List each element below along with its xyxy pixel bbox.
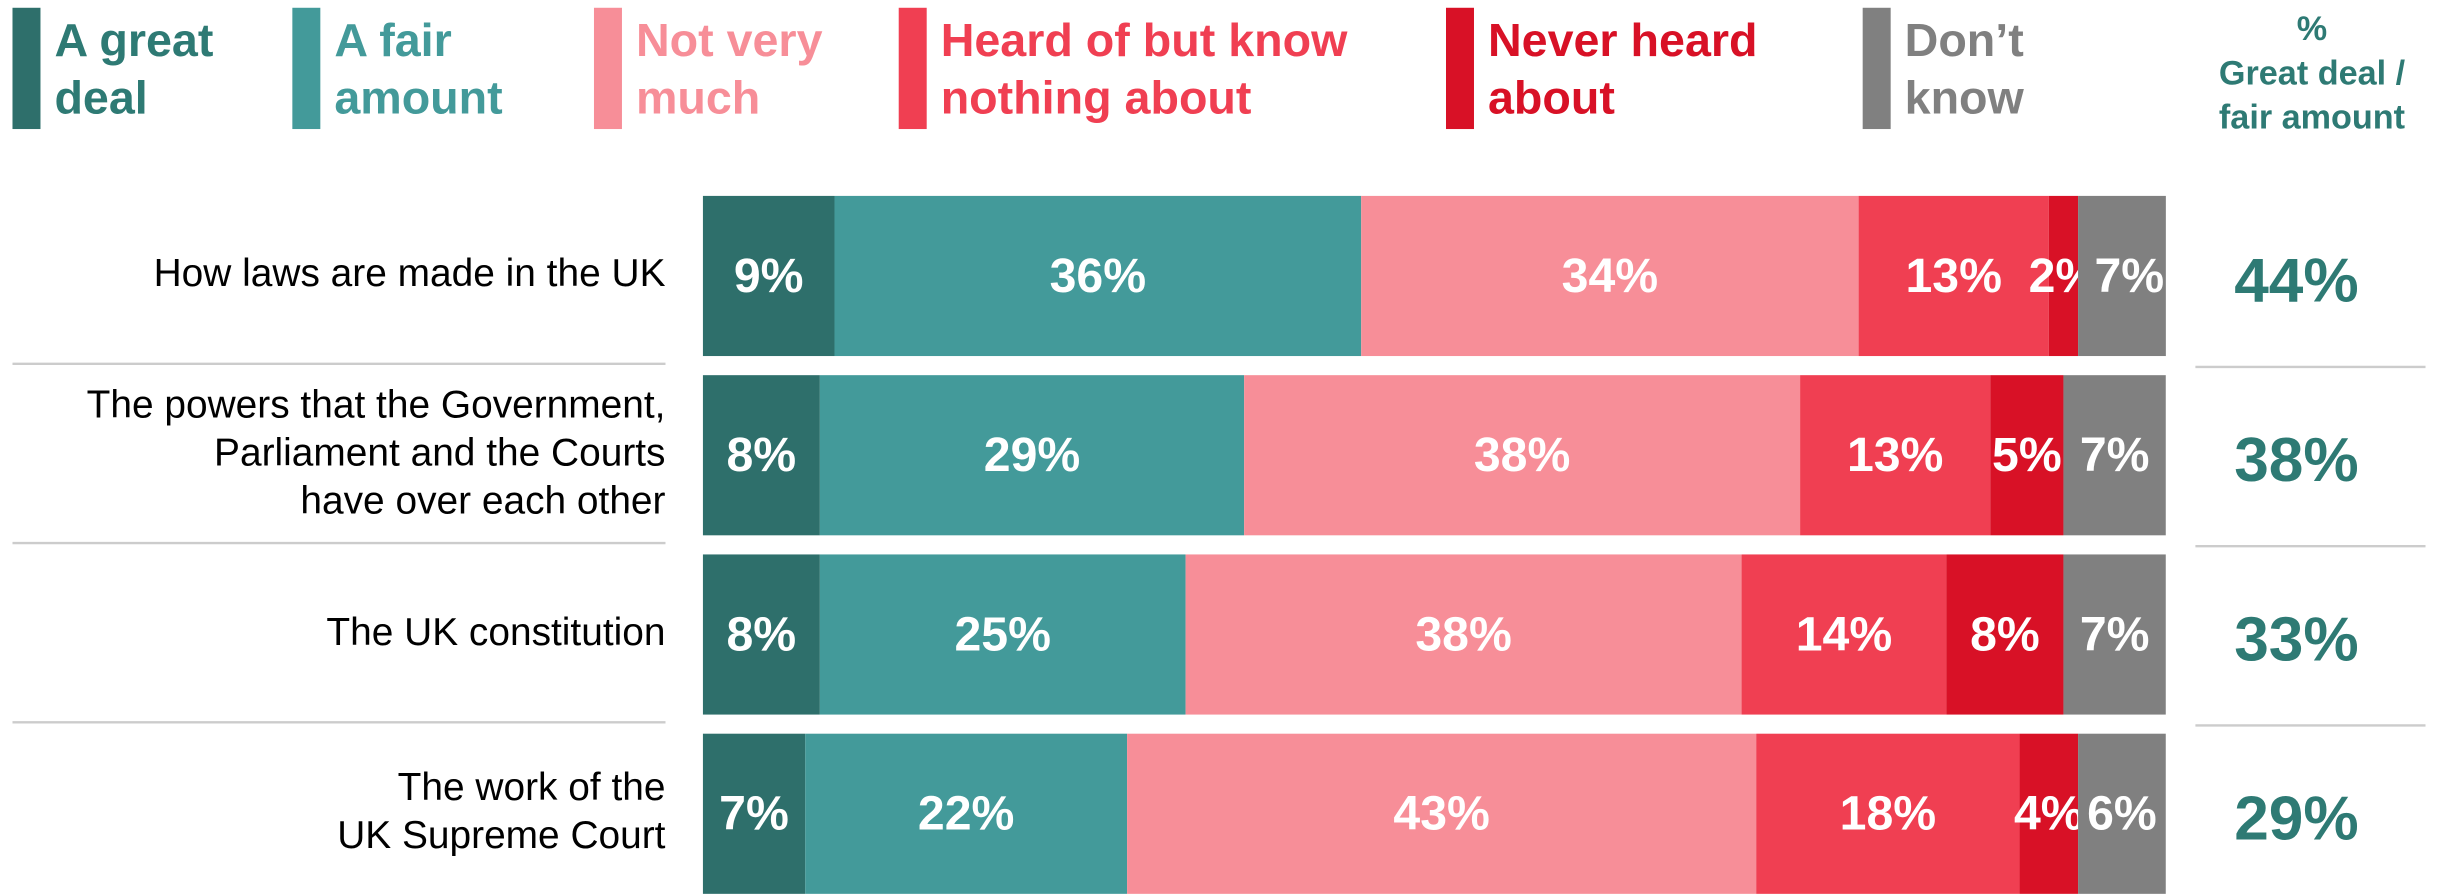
legend-swatch: [12, 7, 41, 130]
summary-value: 33%: [2234, 605, 2358, 674]
bar-segment: [1244, 375, 1801, 536]
legend-label: A great: [54, 14, 213, 66]
bar-segment: [1361, 195, 1859, 357]
bar-segment: [2048, 195, 2079, 357]
legend-label: about: [1488, 71, 1615, 123]
bar-segment: [2078, 195, 2166, 357]
bar-segment: [702, 554, 820, 715]
legend-swatch: [593, 7, 622, 130]
bar-segment: [1858, 195, 2049, 357]
value-label: 4%: [2014, 787, 2084, 841]
bar-segment: [702, 733, 806, 894]
category-label: UK Supreme Court: [337, 814, 665, 857]
legend-label: deal: [54, 71, 147, 123]
value-label: 8%: [1970, 607, 2040, 661]
category-label: The powers that the Government,: [87, 383, 666, 426]
value-label: 38%: [1474, 428, 1570, 482]
value-label: 38%: [1415, 607, 1511, 661]
value-label: 25%: [955, 607, 1051, 661]
bar-segment: [2063, 375, 2166, 536]
bar-segment: [819, 375, 1245, 536]
summary-header: %: [2297, 10, 2327, 48]
summary-value: 38%: [2234, 426, 2358, 495]
bar-segment: [1185, 554, 1742, 715]
legend-swatch: [292, 7, 321, 130]
legend-label: Heard of but know: [941, 14, 1348, 66]
value-label: 36%: [1050, 249, 1146, 303]
value-label: 22%: [918, 787, 1014, 841]
value-label: 7%: [2094, 249, 2164, 303]
bar-segment: [1990, 375, 2064, 536]
bar-segment: [834, 195, 1362, 357]
bar-segment: [702, 375, 820, 536]
value-label: 14%: [1796, 607, 1892, 661]
value-label: 8%: [727, 607, 797, 661]
value-label: 6%: [2087, 787, 2157, 841]
category-label: The work of the: [398, 766, 666, 809]
bars: 9% 36% 34% 13% 2%7%8% 29% 38% 13% 5% 7%8% 25% 38% 14…: [702, 195, 2166, 894]
value-label: 43%: [1393, 787, 1489, 841]
bar-segment: [702, 195, 835, 357]
bar-segment: [1127, 733, 1757, 894]
bar-segment: [2063, 554, 2166, 715]
value-label: 13%: [1905, 249, 2001, 303]
value-label: 9%: [734, 249, 804, 303]
summary-header: fair amount: [2219, 99, 2405, 137]
summary-value: 29%: [2234, 785, 2358, 854]
legend-label: Never heard: [1488, 14, 1758, 66]
value-label: 7%: [2080, 428, 2150, 482]
bar-segment: [2019, 733, 2079, 894]
category-label: have over each other: [300, 480, 665, 523]
value-label: 13%: [1847, 428, 1943, 482]
value-label: 18%: [1840, 787, 1936, 841]
legend-label: much: [636, 71, 760, 123]
legend-swatch: [1445, 7, 1474, 130]
value-label: 7%: [2080, 607, 2150, 661]
category-label: Parliament and the Courts: [214, 432, 665, 475]
legend-swatch: [898, 7, 927, 130]
bar-segment: [1946, 554, 2064, 715]
legend-label: nothing about: [941, 71, 1252, 123]
value-label: 29%: [984, 428, 1080, 482]
value-label: 7%: [719, 787, 789, 841]
bar-segment: [819, 554, 1186, 715]
category-label: How laws are made in the UK: [154, 252, 666, 295]
value-label: 5%: [1992, 428, 2062, 482]
bar-segment: [2078, 733, 2166, 894]
bar-segment: [1800, 375, 1991, 536]
value-label: 34%: [1562, 249, 1658, 303]
category-label: The UK constitution: [326, 611, 665, 654]
bar-segment: [805, 733, 1128, 894]
legend-label: A fair: [334, 14, 451, 66]
bar-segment: [1741, 554, 1947, 715]
legend-label: Don’t: [1905, 14, 2024, 66]
legend-swatch: [1862, 7, 1891, 130]
bar-segment: [1756, 733, 2020, 894]
summary-value: 44%: [2234, 247, 2358, 316]
legend-label: know: [1905, 71, 2025, 123]
summary-header: Great deal /: [2219, 54, 2406, 92]
legend-label: amount: [334, 71, 502, 123]
value-label: 8%: [727, 428, 797, 482]
legend-label: Not very: [636, 14, 823, 66]
